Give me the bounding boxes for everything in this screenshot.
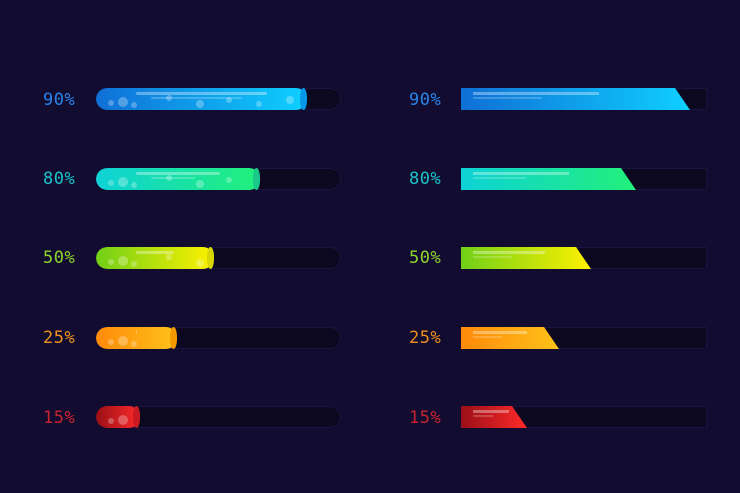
progress-shine [151, 177, 195, 179]
progress-bubble [196, 259, 204, 267]
progress-shine [473, 177, 526, 179]
progress-shine [136, 92, 267, 95]
progress-label: 80% [409, 169, 442, 189]
progress-shine [473, 92, 599, 95]
progress-bubble [256, 101, 262, 107]
progress-shine [151, 97, 242, 99]
progress-fill [461, 327, 559, 349]
progress-label: 25% [43, 328, 76, 348]
progress-label: 15% [43, 408, 76, 428]
progress-fill [461, 406, 527, 428]
progress-fill [461, 247, 591, 269]
progress-fill [96, 406, 140, 428]
progress-label: 25% [409, 328, 442, 348]
progress-track [461, 327, 707, 349]
progress-shine [473, 336, 502, 338]
progress-fill [96, 88, 307, 110]
progress-cap [207, 247, 214, 269]
progress-bubble [118, 177, 128, 187]
progress-bubble [166, 95, 172, 101]
progress-bubble [131, 182, 137, 188]
progress-shine [136, 251, 174, 254]
progress-bubble [108, 418, 114, 424]
progress-cap [300, 88, 307, 110]
progress-bubble [131, 261, 137, 267]
progress-track [96, 406, 341, 428]
progress-bubble [108, 339, 114, 345]
progress-bubble [108, 100, 114, 106]
progress-label: 80% [43, 169, 76, 189]
progress-track [96, 88, 341, 110]
progress-fill [461, 88, 690, 110]
progress-bubble [108, 180, 114, 186]
progress-fill [96, 247, 214, 269]
progress-bubble [196, 180, 204, 188]
progress-label: 15% [409, 408, 442, 428]
progress-fill [96, 327, 177, 349]
progress-bubble [118, 336, 128, 346]
progress-bubble [131, 102, 137, 108]
progress-label: 90% [409, 90, 442, 110]
progress-shine [473, 410, 509, 413]
progress-shine [473, 331, 527, 334]
progress-cap [170, 327, 177, 349]
progress-bubble [131, 341, 137, 347]
progress-shine [473, 97, 542, 99]
progress-bubble [226, 97, 232, 103]
progress-track [96, 327, 341, 349]
progress-track [461, 247, 707, 269]
progress-shine [136, 331, 137, 334]
progress-shine [136, 172, 220, 175]
progress-fill [96, 168, 260, 190]
progress-label: 50% [409, 248, 442, 268]
progress-track [96, 168, 341, 190]
progress-fill [461, 168, 636, 190]
progress-bubble [118, 415, 128, 425]
progress-bubble [118, 97, 128, 107]
progress-bubble [108, 259, 114, 265]
progress-bubble [286, 96, 294, 104]
progress-track [96, 247, 341, 269]
progress-track [461, 88, 707, 110]
progress-shine [473, 251, 545, 254]
progress-label: 90% [43, 90, 76, 110]
progress-label: 50% [43, 248, 76, 268]
progress-bubble [118, 256, 128, 266]
progress-cap [133, 406, 140, 428]
progress-track [461, 168, 707, 190]
progress-shine [473, 172, 569, 175]
progress-track [461, 406, 707, 428]
progress-bubble [226, 177, 232, 183]
progress-shine [473, 415, 493, 417]
progress-bubble [196, 100, 204, 108]
progress-shine [473, 256, 512, 258]
progress-cap [253, 168, 260, 190]
progress-bubble [166, 175, 172, 181]
progress-bubble [166, 254, 172, 260]
